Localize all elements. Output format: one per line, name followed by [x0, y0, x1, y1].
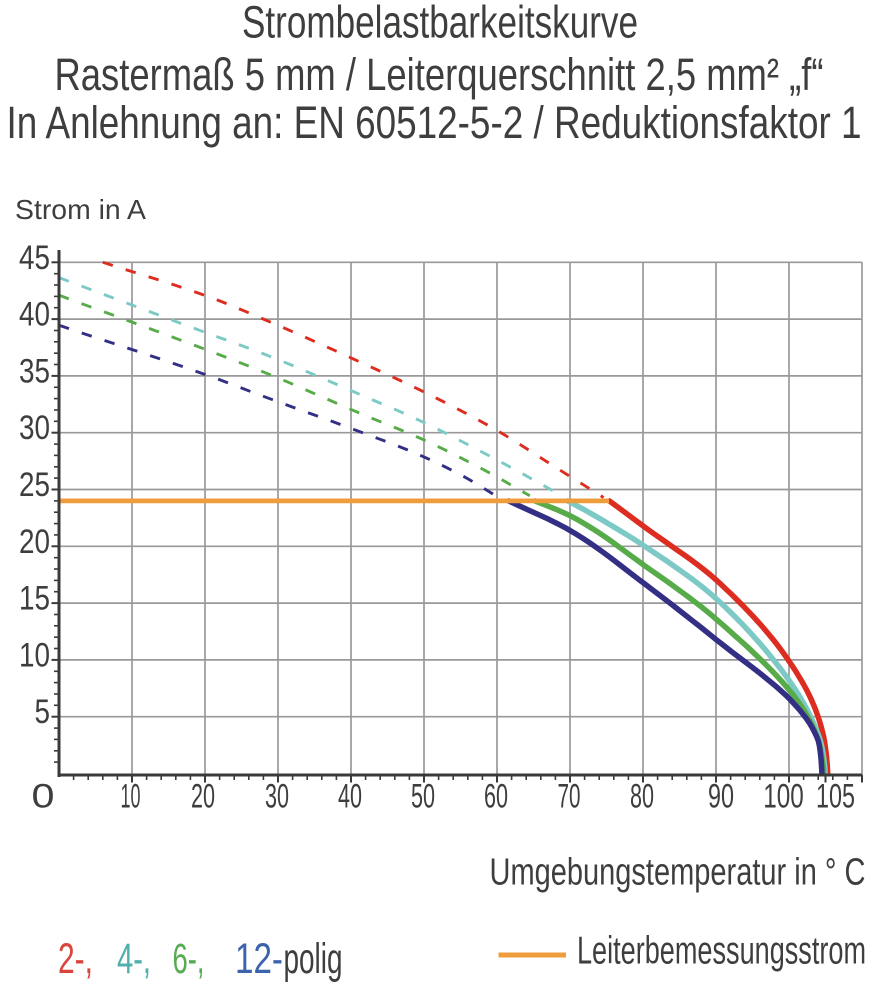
svg-text:12-: 12- [235, 935, 283, 983]
svg-text:50: 50 [411, 778, 435, 816]
svg-text:80: 80 [630, 778, 654, 816]
svg-text:Leiterbemessungsstrom: Leiterbemessungsstrom [577, 930, 866, 973]
svg-text:105: 105 [816, 778, 855, 816]
svg-text:40: 40 [19, 296, 50, 334]
svg-text:20: 20 [191, 778, 215, 816]
svg-text:5: 5 [35, 693, 51, 731]
svg-text:polig: polig [284, 935, 343, 983]
svg-text:10: 10 [19, 636, 50, 674]
svg-text:70: 70 [558, 778, 581, 816]
svg-text:15: 15 [19, 580, 50, 618]
svg-text:2-,: 2-, [58, 935, 93, 983]
svg-text:35: 35 [19, 352, 50, 390]
svg-text:90: 90 [708, 778, 734, 816]
svg-text:20: 20 [19, 523, 50, 561]
svg-text:30: 30 [265, 778, 289, 816]
svg-text:0: 0 [32, 778, 55, 816]
svg-text:Strombelastbarkeitskurve: Strombelastbarkeitskurve [242, 0, 638, 48]
svg-text:45: 45 [19, 239, 50, 277]
svg-text:30: 30 [19, 409, 50, 447]
svg-text:In Anlehnung an: EN 60512-5-2: In Anlehnung an: EN 60512-5-2 / Reduktio… [7, 97, 862, 148]
svg-text:6-,: 6-, [173, 935, 205, 983]
svg-text:40: 40 [338, 778, 362, 816]
svg-text:10: 10 [121, 778, 141, 816]
svg-text:25: 25 [19, 466, 50, 504]
svg-text:Rastermaß 5 mm / Leiterquersch: Rastermaß 5 mm / Leiterquerschnitt 2,5 m… [55, 49, 824, 100]
svg-text:60: 60 [484, 778, 508, 816]
svg-text:100: 100 [763, 778, 804, 816]
svg-text:4-,: 4-, [117, 935, 151, 983]
svg-text:Umgebungstemperatur in ° C: Umgebungstemperatur in ° C [490, 852, 866, 894]
svg-text:Strom in A: Strom in A [15, 194, 146, 225]
